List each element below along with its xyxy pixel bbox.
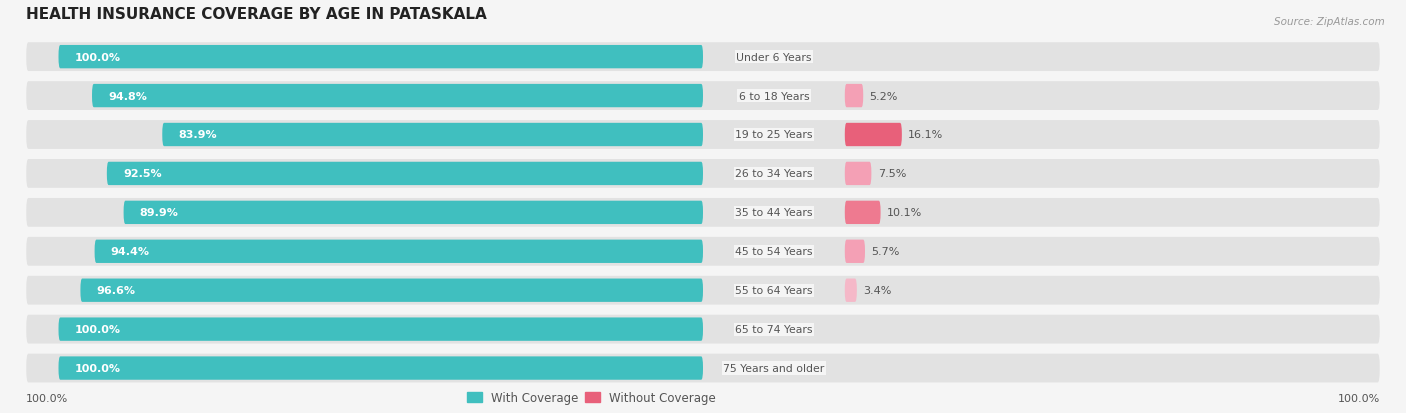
FancyBboxPatch shape bbox=[27, 121, 1379, 150]
FancyBboxPatch shape bbox=[91, 85, 703, 108]
Text: 7.5%: 7.5% bbox=[877, 169, 907, 179]
FancyBboxPatch shape bbox=[27, 315, 1379, 344]
Text: 19 to 25 Years: 19 to 25 Years bbox=[735, 130, 813, 140]
Text: 5.7%: 5.7% bbox=[872, 247, 900, 256]
Text: 35 to 44 Years: 35 to 44 Years bbox=[735, 208, 813, 218]
Text: 5.2%: 5.2% bbox=[870, 91, 898, 101]
Text: 10.1%: 10.1% bbox=[887, 208, 922, 218]
Text: 83.9%: 83.9% bbox=[179, 130, 217, 140]
FancyBboxPatch shape bbox=[27, 82, 1379, 111]
FancyBboxPatch shape bbox=[107, 162, 703, 186]
FancyBboxPatch shape bbox=[59, 356, 703, 380]
Text: 3.4%: 3.4% bbox=[863, 285, 891, 295]
FancyBboxPatch shape bbox=[845, 201, 880, 225]
Text: 100.0%: 100.0% bbox=[1337, 394, 1379, 404]
FancyBboxPatch shape bbox=[80, 279, 703, 302]
Text: 55 to 64 Years: 55 to 64 Years bbox=[735, 285, 813, 295]
Text: 45 to 54 Years: 45 to 54 Years bbox=[735, 247, 813, 256]
FancyBboxPatch shape bbox=[845, 279, 856, 302]
Text: 65 to 74 Years: 65 to 74 Years bbox=[735, 324, 813, 335]
Text: 92.5%: 92.5% bbox=[122, 169, 162, 179]
Text: 26 to 34 Years: 26 to 34 Years bbox=[735, 169, 813, 179]
Text: 96.6%: 96.6% bbox=[97, 285, 135, 295]
Text: 16.1%: 16.1% bbox=[908, 130, 943, 140]
FancyBboxPatch shape bbox=[124, 201, 703, 225]
Text: 94.8%: 94.8% bbox=[108, 91, 148, 101]
Text: 94.4%: 94.4% bbox=[111, 247, 149, 256]
FancyBboxPatch shape bbox=[27, 276, 1379, 305]
Text: 100.0%: 100.0% bbox=[75, 363, 121, 373]
FancyBboxPatch shape bbox=[845, 123, 901, 147]
Text: 100.0%: 100.0% bbox=[75, 52, 121, 62]
Legend: With Coverage, Without Coverage: With Coverage, Without Coverage bbox=[463, 386, 720, 408]
Text: Source: ZipAtlas.com: Source: ZipAtlas.com bbox=[1274, 17, 1385, 26]
FancyBboxPatch shape bbox=[27, 354, 1379, 382]
Text: Under 6 Years: Under 6 Years bbox=[737, 52, 811, 62]
FancyBboxPatch shape bbox=[845, 162, 872, 186]
Text: 100.0%: 100.0% bbox=[75, 324, 121, 335]
FancyBboxPatch shape bbox=[94, 240, 703, 263]
FancyBboxPatch shape bbox=[59, 46, 703, 69]
FancyBboxPatch shape bbox=[59, 318, 703, 341]
FancyBboxPatch shape bbox=[27, 237, 1379, 266]
FancyBboxPatch shape bbox=[27, 160, 1379, 188]
FancyBboxPatch shape bbox=[162, 123, 703, 147]
FancyBboxPatch shape bbox=[27, 199, 1379, 227]
Text: 100.0%: 100.0% bbox=[27, 394, 69, 404]
Text: 75 Years and older: 75 Years and older bbox=[723, 363, 824, 373]
Text: HEALTH INSURANCE COVERAGE BY AGE IN PATASKALA: HEALTH INSURANCE COVERAGE BY AGE IN PATA… bbox=[27, 7, 486, 22]
Text: 89.9%: 89.9% bbox=[139, 208, 179, 218]
FancyBboxPatch shape bbox=[27, 43, 1379, 72]
FancyBboxPatch shape bbox=[845, 240, 865, 263]
FancyBboxPatch shape bbox=[845, 85, 863, 108]
Text: 6 to 18 Years: 6 to 18 Years bbox=[738, 91, 810, 101]
